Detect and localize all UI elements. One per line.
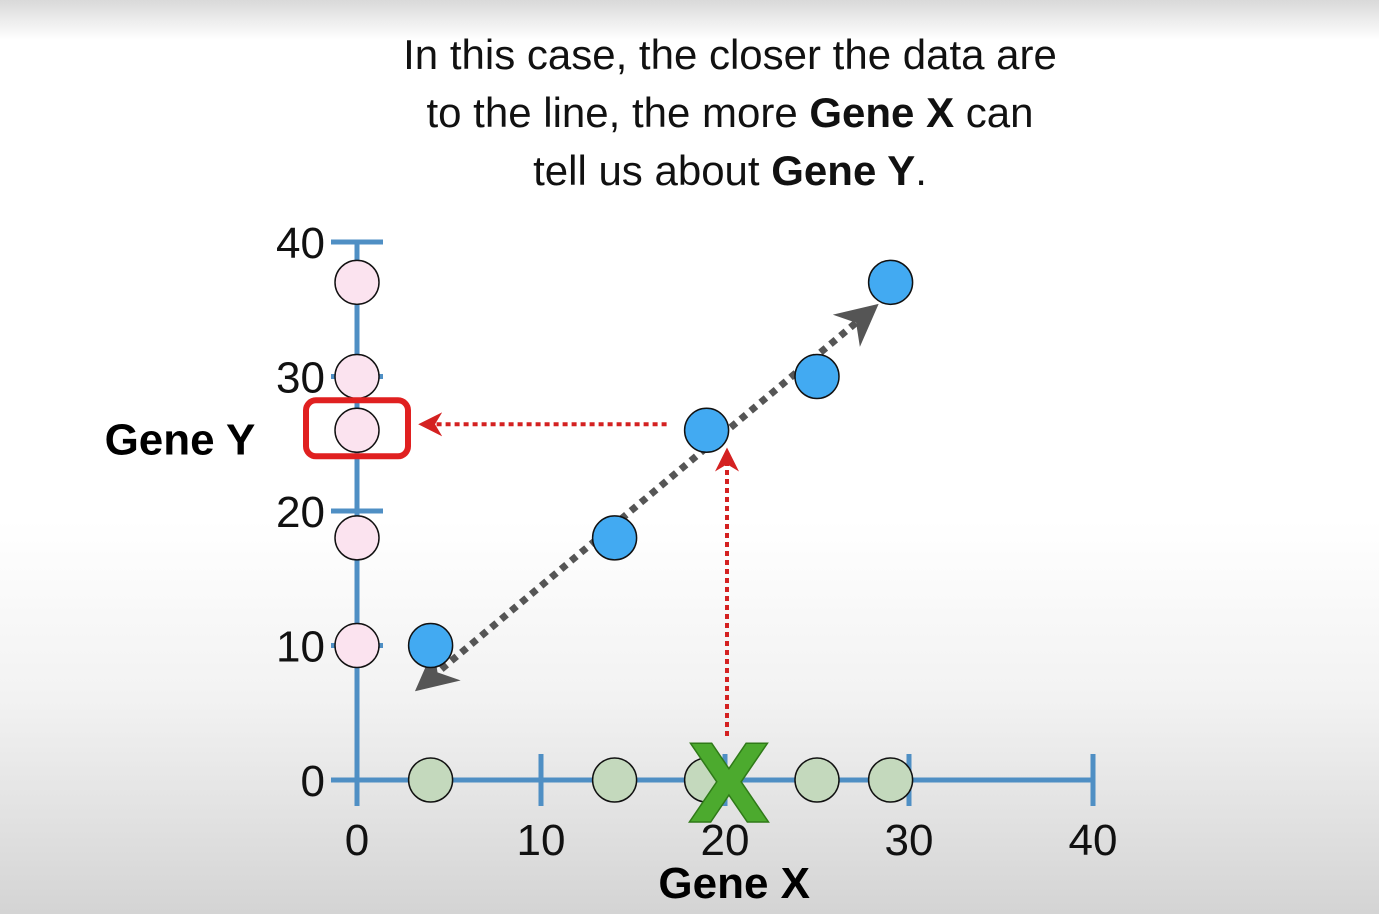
data-point xyxy=(867,259,914,306)
x-marginal-point xyxy=(407,757,454,803)
y-tick-label: 0 xyxy=(301,757,325,806)
data-point xyxy=(794,353,840,400)
tick-labels: 0 10 20 30 40 0 10 20 30 40 xyxy=(276,219,1117,865)
y-marginal-point xyxy=(334,407,380,454)
data-point xyxy=(683,407,730,454)
y-marginal-point xyxy=(334,259,380,306)
x-tick-label: 30 xyxy=(885,816,934,865)
caption-line-2: to the line, the more Gene X can xyxy=(426,89,1034,136)
guide-arrows xyxy=(414,303,879,736)
y-marginal-point xyxy=(334,622,380,669)
axis-titles: Gene X Gene Y xyxy=(105,415,810,908)
y-marginal-point xyxy=(334,353,380,400)
predicted-value-highlight xyxy=(303,397,411,460)
x-marginal-point xyxy=(867,757,914,803)
caption-gene-x: Gene X xyxy=(809,89,955,136)
y-axis-title: Gene Y xyxy=(105,415,256,464)
data-point xyxy=(591,515,638,561)
caption-line-3: tell us about Gene Y. xyxy=(533,147,927,194)
data-marks: X xyxy=(303,259,914,849)
x-tick-label: 0 xyxy=(345,816,369,865)
x-tick-label: 10 xyxy=(517,816,566,865)
caption: In this case, the closer the data are to… xyxy=(290,26,1170,200)
x-marginal-point xyxy=(794,757,840,803)
x-axis-title: Gene X xyxy=(658,859,810,908)
caption-gene-y: Gene Y xyxy=(771,147,916,194)
y-tick-label: 30 xyxy=(276,354,325,403)
axes xyxy=(331,239,1096,806)
x-tick-label: 40 xyxy=(1069,816,1118,865)
x-marginal-point xyxy=(683,757,730,803)
data-point xyxy=(407,622,454,669)
y-marginal-point xyxy=(334,515,380,561)
x-marginal-point xyxy=(591,757,638,803)
gene-x-input-marker: X xyxy=(687,723,770,848)
y-tick-label: 40 xyxy=(276,219,325,268)
caption-line-1: In this case, the closer the data are xyxy=(403,31,1057,78)
y-tick-label: 20 xyxy=(276,488,325,537)
x-tick-label: 20 xyxy=(701,816,750,865)
y-tick-label: 10 xyxy=(276,623,325,672)
trend-line-arrow xyxy=(414,303,879,692)
